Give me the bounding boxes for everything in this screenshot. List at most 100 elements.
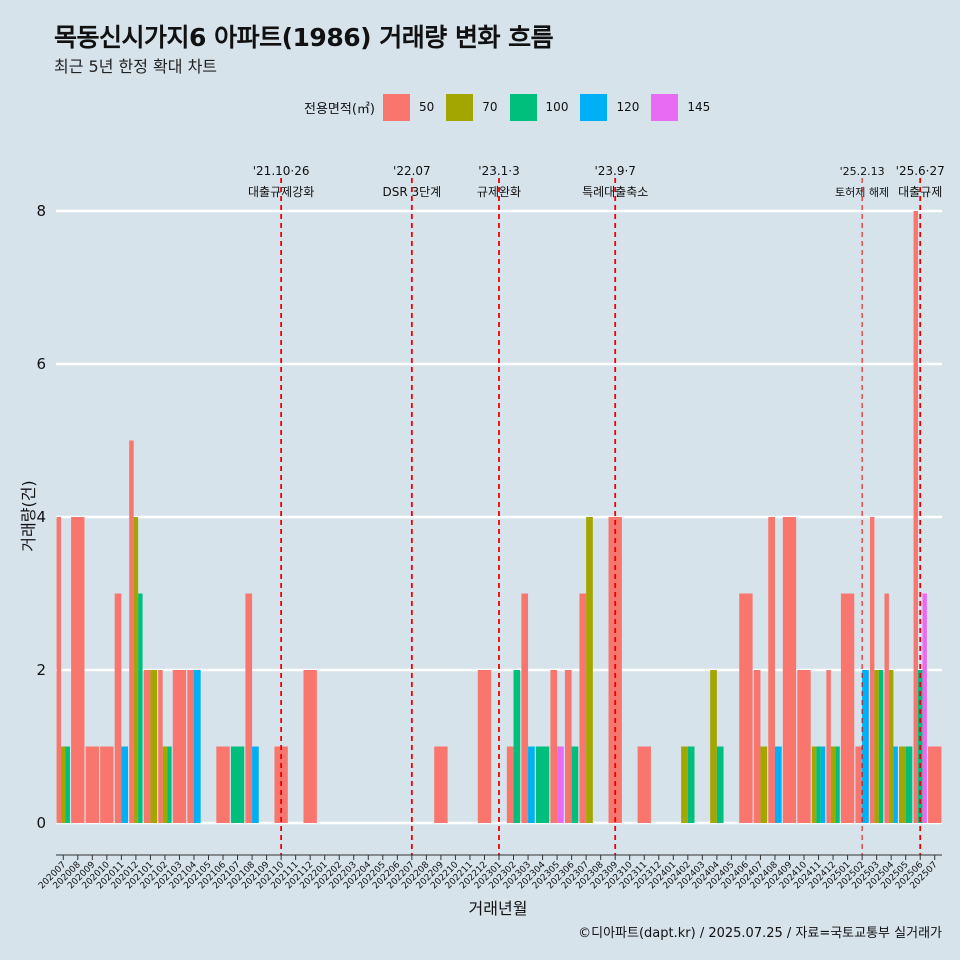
bar — [687, 746, 695, 823]
bar — [579, 593, 587, 823]
bar — [760, 746, 768, 823]
bar — [434, 746, 448, 823]
annotation-date: '22.07 — [393, 164, 431, 178]
bar — [768, 517, 775, 823]
annotation-date: '25.2.13 — [840, 165, 885, 178]
bar — [535, 746, 550, 823]
bar — [513, 670, 521, 823]
bar — [884, 593, 889, 823]
bar — [187, 670, 194, 823]
annotation-date: '25.6·27 — [896, 164, 945, 178]
bar — [922, 593, 927, 823]
bar — [133, 517, 139, 823]
bar — [855, 746, 863, 823]
legend-label: 70 — [482, 100, 498, 114]
bar — [816, 746, 821, 823]
legend-swatch — [446, 93, 474, 121]
bar — [830, 746, 836, 823]
bar — [869, 517, 875, 823]
bar — [878, 670, 884, 823]
bar — [172, 670, 187, 823]
bar — [835, 746, 840, 823]
legend-item: 70 — [446, 93, 498, 121]
bar — [557, 746, 564, 823]
y-tick-label: 2 — [36, 661, 46, 679]
bar — [710, 670, 717, 823]
bar — [681, 746, 688, 823]
legend-item: 120 — [580, 93, 640, 121]
bar — [753, 670, 761, 823]
bar — [521, 593, 529, 823]
bar — [167, 746, 172, 823]
annotation-label: 대출규제 — [898, 185, 942, 199]
bar — [65, 746, 70, 823]
y-tick-label: 6 — [36, 355, 46, 373]
bar — [811, 746, 817, 823]
bar — [739, 593, 753, 823]
bar — [56, 517, 62, 823]
bar — [71, 517, 85, 823]
bar — [230, 746, 245, 823]
legend-label: 120 — [616, 100, 640, 114]
bar — [564, 670, 572, 823]
annotation-date: '23.9·7 — [594, 164, 635, 178]
bar — [797, 670, 811, 823]
source-caption: ©디아파트(dapt.kr) / 2025.07.25 / 자료=국토교통부 실… — [578, 926, 942, 941]
legend-item: 100 — [509, 93, 569, 121]
legend-swatch — [580, 93, 608, 121]
bar — [550, 670, 558, 823]
chart-title: 목동신시가지6 아파트(1986) 거래량 변화 흐름 — [54, 23, 554, 52]
legend-label: 145 — [687, 100, 711, 114]
bar — [477, 670, 492, 823]
bar — [928, 746, 942, 823]
legend: 전용면적(㎡) 50 70 100 120 145 — [304, 93, 722, 121]
annotation-date: '21.10·26 — [253, 164, 310, 178]
bar — [114, 593, 122, 823]
bar — [571, 746, 579, 823]
bars — [56, 211, 942, 823]
bar — [216, 746, 230, 823]
annotation-label: DSR 3단계 — [382, 185, 441, 199]
legend-item: 50 — [382, 93, 435, 121]
annotation-label: 대출규제강화 — [248, 185, 314, 199]
bar — [528, 746, 535, 823]
y-axis-title: 거래량(건) — [19, 480, 38, 551]
bar — [506, 746, 514, 823]
bar — [121, 746, 129, 823]
bar — [637, 746, 651, 823]
bar — [158, 670, 163, 823]
bar — [862, 670, 869, 823]
bar — [782, 517, 797, 823]
bar — [129, 440, 134, 823]
annotation-label: 규제완화 — [477, 185, 521, 199]
y-tick-label: 8 — [36, 202, 46, 220]
bar — [716, 746, 724, 823]
bar — [100, 746, 114, 823]
legend-swatch — [509, 93, 537, 121]
bar — [888, 670, 894, 823]
legend-label: 50 — [418, 100, 435, 114]
bar — [608, 517, 622, 823]
bar — [913, 211, 918, 823]
bar — [840, 593, 855, 823]
legend-item: 145 — [651, 93, 711, 121]
annotation-label: 토허제 해제 — [835, 185, 889, 199]
bar — [826, 670, 831, 823]
x-axis-title: 거래년월 — [469, 899, 528, 918]
y-tick-label: 4 — [36, 508, 46, 526]
bar — [586, 517, 593, 823]
bar — [162, 746, 168, 823]
legend-label: 100 — [545, 100, 569, 114]
annotations: '21.10·26 대출규제강화 '22.07 DSR 3단계 '23.1·3 규제완화 '… — [248, 164, 945, 855]
bar — [193, 670, 201, 823]
legend-title: 전용면적(㎡) — [304, 101, 375, 117]
bar — [245, 593, 253, 823]
bar — [774, 746, 782, 823]
bar — [138, 593, 143, 823]
annotation-label: 특례대출축소 — [582, 185, 648, 199]
bar — [899, 746, 906, 823]
legend-swatch — [382, 93, 410, 121]
bar — [820, 746, 826, 823]
bar — [893, 746, 898, 823]
